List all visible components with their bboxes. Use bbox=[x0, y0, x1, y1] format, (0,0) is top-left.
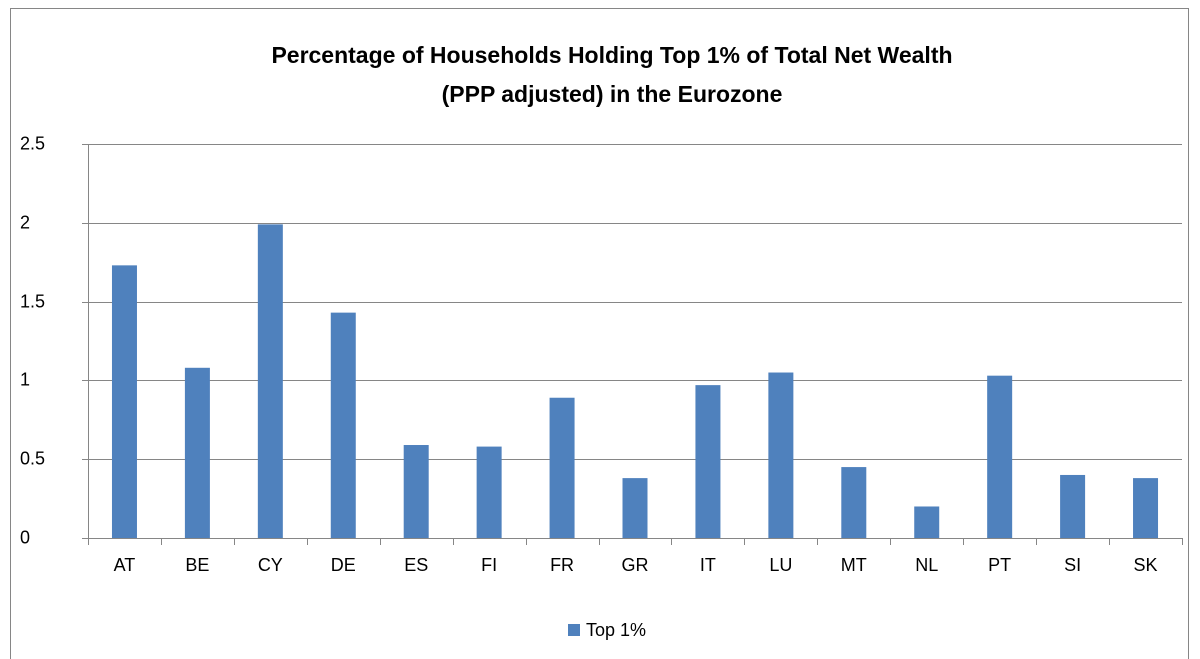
bar bbox=[695, 385, 721, 538]
bar bbox=[914, 506, 940, 538]
bar bbox=[1060, 474, 1086, 538]
y-tick-label: 1.5 bbox=[20, 291, 45, 311]
x-tick-label: SI bbox=[1064, 555, 1081, 575]
x-tick-label: IT bbox=[700, 555, 716, 575]
bar bbox=[1133, 478, 1159, 538]
bar bbox=[841, 467, 867, 538]
x-tick-label: CY bbox=[258, 555, 283, 575]
legend-swatch bbox=[568, 624, 580, 636]
y-tick-label: 2 bbox=[20, 212, 30, 232]
bar bbox=[257, 224, 283, 538]
bar bbox=[549, 397, 575, 538]
x-tick-label: PT bbox=[988, 555, 1011, 575]
x-tick-label: FR bbox=[550, 555, 574, 575]
y-tick-label: 2.5 bbox=[20, 133, 45, 153]
bar bbox=[622, 478, 648, 538]
chart-title: Percentage of Households Holding Top 1% … bbox=[271, 42, 952, 68]
x-tick-label: GR bbox=[622, 555, 649, 575]
bar bbox=[330, 312, 356, 538]
x-tick-label: AT bbox=[114, 555, 136, 575]
x-tick-label: LU bbox=[769, 555, 792, 575]
bar bbox=[111, 265, 137, 538]
bar bbox=[768, 372, 794, 538]
chart-border bbox=[10, 8, 1189, 659]
bar bbox=[184, 367, 210, 538]
x-tick-label: MT bbox=[841, 555, 867, 575]
bar bbox=[476, 446, 502, 538]
x-tick-label: NL bbox=[915, 555, 938, 575]
y-tick-label: 0 bbox=[20, 527, 30, 547]
x-tick-label: BE bbox=[185, 555, 209, 575]
y-tick-label: 1 bbox=[20, 369, 30, 389]
y-tick-label: 0.5 bbox=[20, 448, 45, 468]
bar bbox=[403, 445, 429, 538]
x-tick-label: ES bbox=[404, 555, 428, 575]
chart-title: (PPP adjusted) in the Eurozone bbox=[442, 81, 783, 107]
x-tick-label: SK bbox=[1134, 555, 1158, 575]
x-tick-label: DE bbox=[331, 555, 356, 575]
legend-label: Top 1% bbox=[586, 620, 646, 640]
bar bbox=[987, 375, 1013, 538]
x-tick-label: FI bbox=[481, 555, 497, 575]
